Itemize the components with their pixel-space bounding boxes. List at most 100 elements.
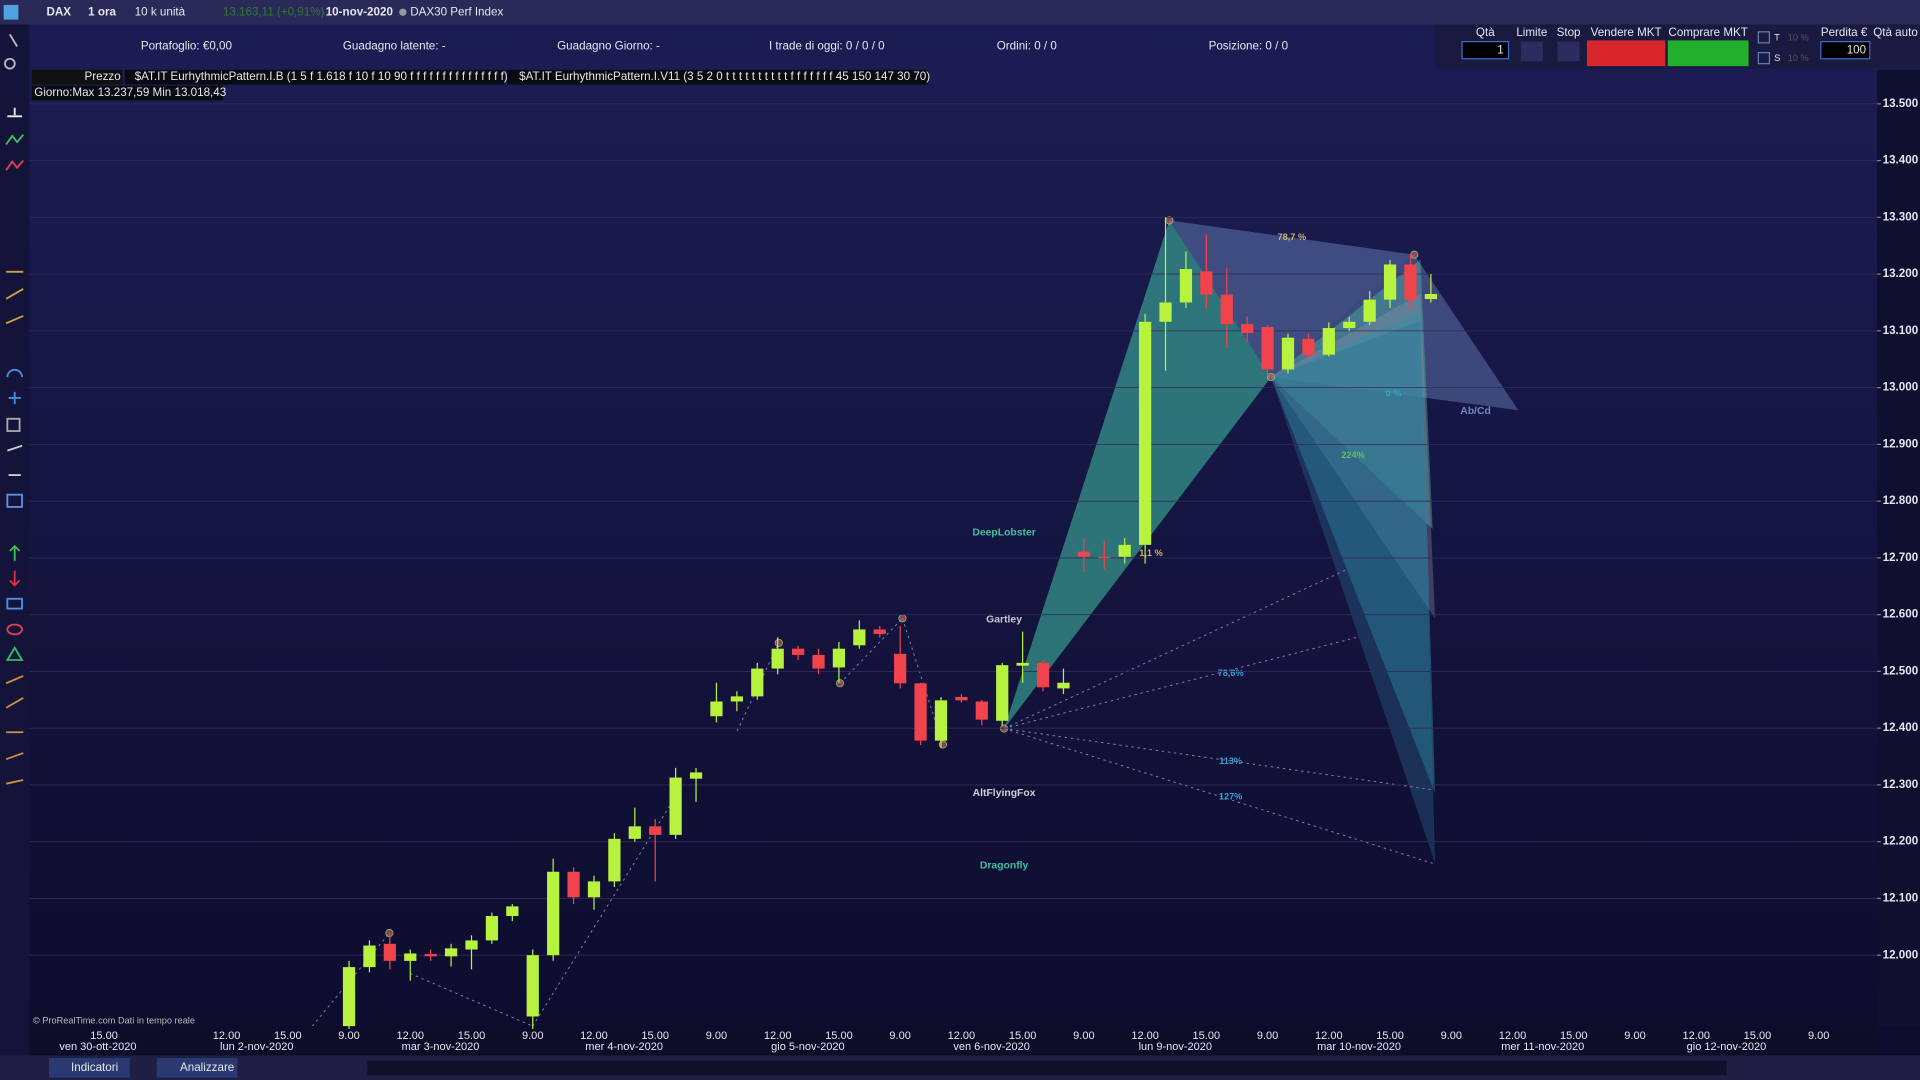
x-tick-label: 15.00 bbox=[1560, 1030, 1588, 1042]
candle-body bbox=[791, 648, 805, 655]
stop-label[interactable]: Stop bbox=[1557, 26, 1581, 39]
day-label: lun 2-nov-2020 bbox=[220, 1041, 294, 1053]
qty-label: Qtà bbox=[1476, 26, 1495, 39]
qty-value[interactable]: 1 bbox=[1497, 43, 1503, 56]
candle-body bbox=[342, 967, 356, 1027]
qty-input[interactable] bbox=[1461, 41, 1510, 60]
tool-icons[interactable] bbox=[4, 33, 24, 785]
candle-body bbox=[1404, 264, 1417, 300]
day-label: ven 6-nov-2020 bbox=[953, 1041, 1030, 1053]
candle-body bbox=[1179, 269, 1193, 303]
s-checkbox[interactable] bbox=[1757, 52, 1770, 65]
t-checkbox[interactable] bbox=[1757, 31, 1770, 44]
portfolio: Portafoglio: €0,00 bbox=[141, 40, 233, 53]
candle-body bbox=[1016, 662, 1029, 666]
sell-button[interactable] bbox=[1586, 40, 1666, 67]
x-tick-label: 15.00 bbox=[1376, 1030, 1404, 1042]
candle-body bbox=[730, 696, 743, 702]
y-tick-label: 12.700 bbox=[1883, 551, 1919, 564]
candle-body bbox=[649, 826, 662, 835]
candle-body bbox=[832, 648, 846, 668]
y-tick-label: 12.300 bbox=[1883, 778, 1919, 791]
candle-body bbox=[1138, 321, 1152, 545]
ratio-label: 1,1 % bbox=[1139, 548, 1162, 558]
x-tick-label: 15.00 bbox=[641, 1030, 669, 1042]
x-tick-label: 15.00 bbox=[274, 1030, 302, 1042]
candle-body bbox=[1057, 682, 1070, 689]
symbol-select[interactable]: DAX bbox=[47, 5, 72, 18]
indicator-box bbox=[506, 69, 929, 85]
y-tick-label: 12.100 bbox=[1883, 892, 1919, 905]
candle-body bbox=[628, 826, 641, 839]
x-tick-label: 9.00 bbox=[1257, 1030, 1278, 1042]
candle-body bbox=[1077, 551, 1090, 557]
buy-label[interactable]: Comprare MKT bbox=[1668, 26, 1747, 39]
x-tick-label: 12.00 bbox=[764, 1030, 792, 1042]
y-tick-label: 12.500 bbox=[1883, 664, 1919, 677]
candle-body bbox=[547, 871, 560, 956]
x-tick-label: 12.00 bbox=[1682, 1030, 1710, 1042]
loss-value[interactable]: 100 bbox=[1847, 43, 1867, 56]
x-tick-label: 9.00 bbox=[1073, 1030, 1094, 1042]
candle-body bbox=[1036, 662, 1050, 688]
time-axis bbox=[29, 1026, 1878, 1056]
candle-body bbox=[955, 696, 968, 701]
loss-input[interactable] bbox=[1820, 41, 1871, 60]
x-tick-label: 9.00 bbox=[1441, 1030, 1462, 1042]
ratio-label: 127% bbox=[1219, 792, 1242, 802]
latent-gain: Guadagno latente: - bbox=[343, 40, 446, 53]
pattern-label: AltFlyingFox bbox=[973, 788, 1036, 799]
x-tick-label: 9.00 bbox=[706, 1030, 727, 1042]
date: 10-nov-2020 bbox=[326, 5, 393, 18]
ratio-label: 78,7 % bbox=[1278, 232, 1307, 242]
sell-label[interactable]: Vendere MKT bbox=[1591, 26, 1662, 39]
pattern-label: Ab/Cd bbox=[1460, 406, 1491, 417]
x-tick-label: 12.00 bbox=[948, 1030, 976, 1042]
price-legend: Prezzo bbox=[84, 70, 120, 83]
timeframe-select[interactable]: 1 ora bbox=[88, 5, 116, 18]
candle-body bbox=[465, 940, 478, 950]
pattern-leg bbox=[1271, 293, 1436, 619]
indicators-button[interactable] bbox=[48, 1057, 130, 1078]
candle-body bbox=[1343, 321, 1356, 329]
day-label: gio 5-nov-2020 bbox=[771, 1041, 845, 1053]
limit-label[interactable]: Limite bbox=[1516, 26, 1547, 39]
analyze-button[interactable] bbox=[156, 1057, 238, 1078]
buy-button[interactable] bbox=[1667, 40, 1749, 67]
analyze-label[interactable]: Analizzare bbox=[180, 1061, 234, 1074]
pattern-abcd bbox=[1271, 254, 1519, 411]
x-tick-label: 12.00 bbox=[580, 1030, 608, 1042]
x-tick-label: 9.00 bbox=[889, 1030, 910, 1042]
ratio-label: 113% bbox=[1219, 756, 1242, 766]
stop-button[interactable] bbox=[1557, 41, 1580, 62]
x-tick-label: 15.00 bbox=[1193, 1030, 1221, 1042]
candle-body bbox=[1383, 264, 1397, 300]
price-buttons[interactable] bbox=[31, 69, 81, 85]
candle-body bbox=[1098, 556, 1111, 559]
candle-body bbox=[608, 838, 621, 882]
candle-body bbox=[669, 777, 682, 835]
candle-body bbox=[1302, 338, 1315, 355]
candle-body bbox=[485, 916, 499, 941]
candle-body bbox=[404, 953, 417, 961]
y-tick-label: 13.300 bbox=[1883, 210, 1919, 223]
x-tick-label: 15.00 bbox=[458, 1030, 486, 1042]
orders[interactable]: Ordini: 0 / 0 bbox=[997, 40, 1058, 53]
day-label: mer 4-nov-2020 bbox=[585, 1041, 663, 1053]
size-select[interactable]: 10 k unità bbox=[135, 5, 186, 18]
candle-body bbox=[1159, 302, 1172, 322]
pattern-leg bbox=[1271, 259, 1433, 529]
candle-body bbox=[1241, 324, 1254, 334]
legend-box bbox=[80, 69, 123, 85]
x-tick-label: 9.00 bbox=[1808, 1030, 1829, 1042]
candle-body bbox=[996, 665, 1009, 721]
t-percent: 10 % bbox=[1788, 32, 1809, 42]
y-tick-label: 13.000 bbox=[1883, 381, 1919, 394]
position[interactable]: Posizione: 0 / 0 bbox=[1209, 40, 1289, 53]
scrollbar[interactable] bbox=[367, 1060, 1727, 1076]
ratio-label: 0 % bbox=[1386, 389, 1402, 399]
limit-button[interactable] bbox=[1520, 41, 1543, 62]
indicators-label[interactable]: Indicatori bbox=[71, 1061, 118, 1074]
pattern-label: Dragonfly bbox=[980, 860, 1029, 871]
candle-body bbox=[1363, 299, 1376, 322]
